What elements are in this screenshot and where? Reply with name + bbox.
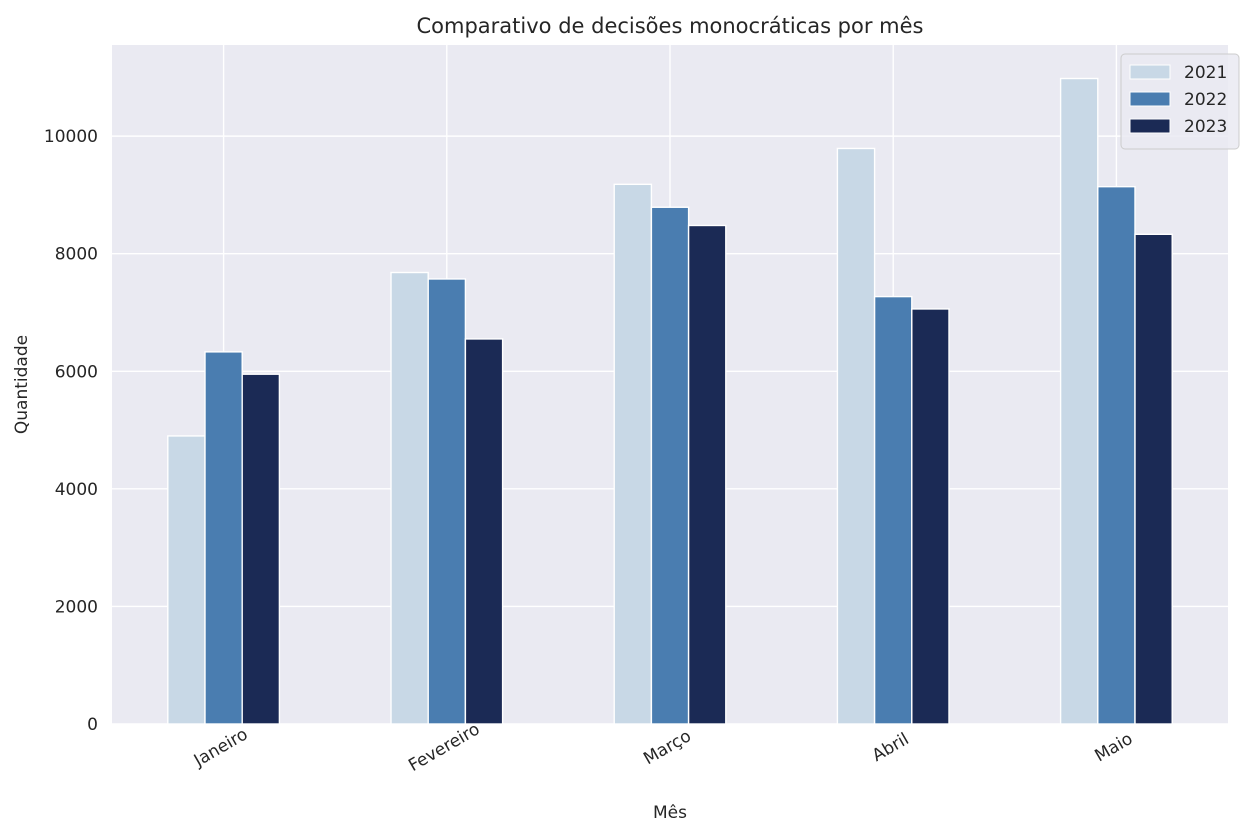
bar-2022-janeiro [204, 351, 243, 725]
x-axis-ticks: Janeiro Fevereiro Março Abril Maio [190, 719, 1136, 776]
bar-2021-fevereiro [390, 271, 429, 725]
x-tick-label: Maio [1091, 729, 1136, 766]
x-tick-label: Janeiro [190, 724, 251, 771]
bar-2021-maio [1059, 77, 1099, 725]
y-tick-label: 6000 [55, 362, 98, 382]
bar-2023-abril [911, 308, 950, 725]
bar-2023-janeiro [241, 373, 281, 725]
bar-2023-fevereiro [464, 338, 504, 725]
bar-2023-março [687, 224, 727, 725]
legend-label-2023: 2023 [1184, 117, 1227, 137]
y-tick-label: 10000 [44, 127, 98, 147]
legend-swatch-2022 [1129, 91, 1171, 107]
legend-swatch-2021 [1129, 64, 1171, 80]
x-axis-label: Mês [653, 803, 687, 823]
bar-2021-março [613, 183, 653, 725]
y-tick-label: 8000 [55, 245, 98, 265]
x-tick-label: Fevereiro [405, 719, 483, 776]
bar-2022-abril [873, 295, 913, 725]
x-tick-label: Março [640, 726, 695, 769]
legend: 2021 2022 2023 [1120, 53, 1240, 150]
bar-2023-maio [1134, 233, 1173, 725]
x-tick-label: Abril [869, 729, 913, 766]
legend-label-2022: 2022 [1184, 90, 1227, 110]
bars [167, 77, 1173, 725]
bar-2022-março [650, 206, 690, 725]
bar-2022-fevereiro [427, 278, 467, 725]
y-axis-label: Quantidade [12, 335, 32, 434]
legend-label-2021: 2021 [1184, 63, 1227, 83]
y-axis-ticks: 0 2000 4000 6000 8000 10000 [44, 127, 98, 735]
chart-title: Comparativo de decisões monocráticas por… [417, 14, 924, 38]
bar-2021-janeiro [167, 435, 206, 725]
legend-swatch-2023 [1129, 118, 1171, 134]
bar-2022-maio [1097, 185, 1136, 725]
bar-2021-abril [836, 147, 876, 725]
y-tick-label: 2000 [55, 597, 98, 617]
y-tick-label: 0 [87, 715, 98, 735]
y-tick-label: 4000 [55, 480, 98, 500]
